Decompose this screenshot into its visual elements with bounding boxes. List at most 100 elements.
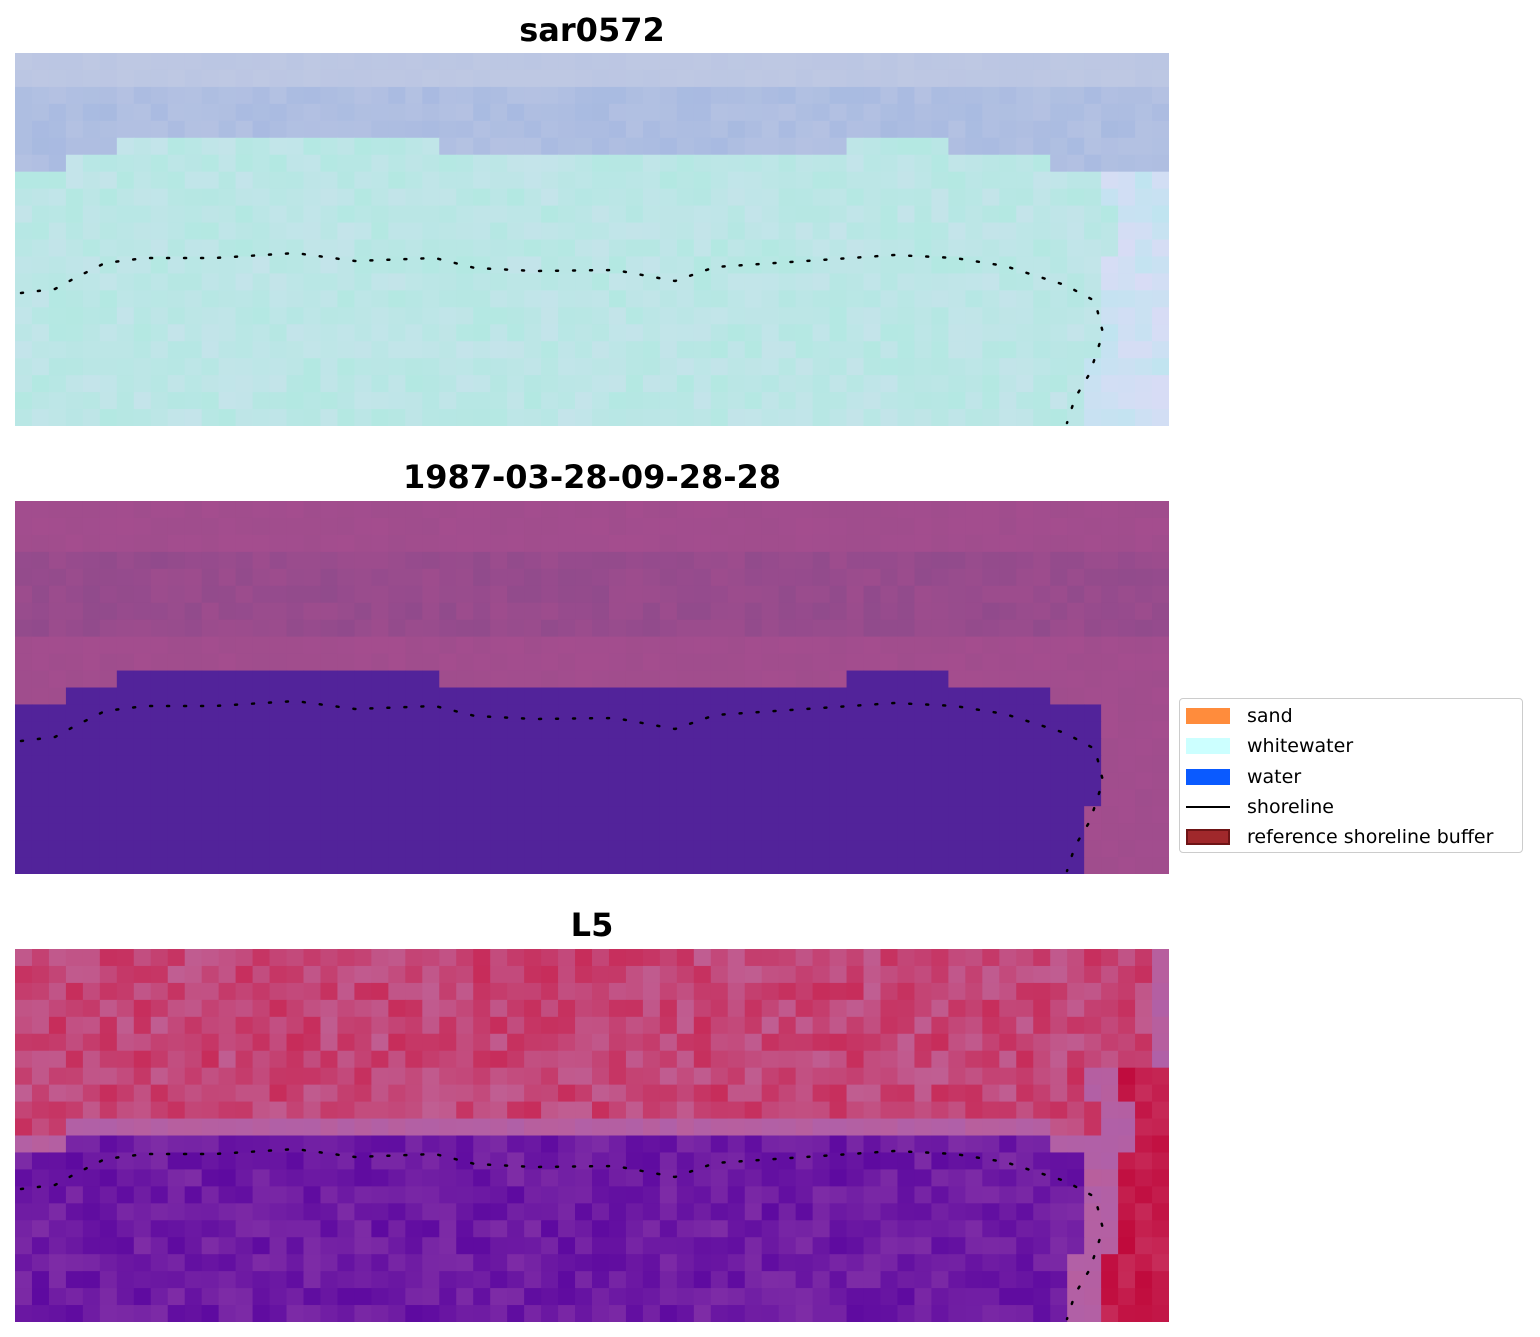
- pixel-cell: [592, 721, 610, 739]
- pixel-cell: [150, 1271, 169, 1289]
- pixel-cell: [863, 341, 882, 359]
- pixel-cell: [558, 1237, 576, 1255]
- pixel-cell: [558, 409, 576, 426]
- pixel-cell: [778, 585, 797, 604]
- pixel-cell: [829, 273, 848, 291]
- pixel-cell: [642, 358, 661, 376]
- pixel-cell: [490, 1118, 508, 1137]
- pixel-cell: [778, 949, 797, 967]
- pixel-cell: [150, 857, 169, 874]
- pixel-cell: [116, 670, 135, 689]
- pixel-cell: [235, 1118, 254, 1137]
- pixel-cell: [744, 568, 763, 587]
- pixel-cell: [558, 239, 576, 258]
- pixel-cell: [863, 375, 882, 393]
- pixel-cell: [422, 1288, 440, 1306]
- pixel-cell: [473, 1220, 491, 1238]
- pixel-cell: [48, 534, 67, 553]
- pixel-cell: [558, 949, 576, 967]
- pixel-cell: [676, 1220, 695, 1238]
- pixel-cell: [422, 53, 440, 71]
- pixel-cell: [829, 1237, 848, 1255]
- pixel-cell: [625, 687, 644, 706]
- pixel-cell: [456, 1135, 474, 1154]
- pixel-cell: [999, 103, 1017, 122]
- pixel-cell: [218, 1033, 237, 1052]
- pixel-cell: [727, 392, 746, 410]
- pixel-cell: [507, 239, 525, 258]
- pixel-cell: [82, 949, 101, 967]
- pixel-cell: [829, 256, 848, 274]
- pixel-cell: [82, 602, 101, 621]
- pixel-cell: [625, 1220, 644, 1238]
- pixel-cell: [354, 1220, 372, 1238]
- pixel-cell: [201, 1152, 220, 1170]
- pixel-cell: [863, 517, 882, 536]
- pixel-cell: [201, 517, 220, 536]
- pixel-cell: [829, 949, 848, 967]
- pixel-cell: [642, 585, 661, 604]
- pixel-cell: [676, 1033, 695, 1052]
- pixel-cell: [354, 755, 372, 773]
- pixel-cell: [863, 120, 882, 139]
- pixel-cell: [659, 653, 678, 672]
- pixel-cell: [863, 1169, 882, 1187]
- pixel-cell: [693, 1220, 712, 1238]
- pixel-cell: [727, 239, 746, 258]
- pixel-cell: [354, 1169, 372, 1187]
- pixel-cell: [1016, 222, 1034, 241]
- pixel-cell: [65, 1254, 84, 1272]
- pixel-cell: [592, 704, 610, 722]
- pixel-cell: [1152, 823, 1169, 841]
- pixel-cell: [473, 721, 491, 739]
- pixel-cell: [999, 1016, 1017, 1035]
- pixel-cell: [388, 999, 406, 1018]
- pixel-cell: [982, 1135, 1000, 1154]
- pixel-cell: [337, 517, 356, 536]
- pixel-cell: [167, 290, 186, 308]
- pixel-cell: [1101, 1067, 1119, 1086]
- pixel-cell: [235, 1271, 254, 1289]
- pixel-cell: [897, 755, 916, 773]
- pixel-cell: [982, 154, 1000, 173]
- pixel-cell: [133, 789, 152, 807]
- pixel-cell: [795, 806, 814, 824]
- pixel-cell: [778, 205, 797, 224]
- pixel-cell: [880, 120, 899, 139]
- pixel-cell: [558, 687, 576, 706]
- pixel-cell: [1152, 585, 1169, 604]
- pixel-cell: [473, 103, 491, 122]
- pixel-cell: [1067, 704, 1085, 722]
- pixel-cell: [558, 738, 576, 756]
- pixel-cell: [558, 1271, 576, 1289]
- pixel-cell: [184, 341, 203, 359]
- pixel-cell: [337, 1016, 356, 1035]
- pixel-cell: [252, 1169, 271, 1187]
- pixel-cell: [541, 1084, 559, 1103]
- pixel-cell: [948, 137, 966, 156]
- pixel-cell: [1033, 409, 1051, 426]
- pixel-cell: [999, 409, 1017, 426]
- pixel-cell: [15, 653, 33, 672]
- pixel-cell: [880, 687, 899, 706]
- pixel-cell: [252, 103, 271, 122]
- pixel-cell: [693, 1118, 712, 1137]
- pixel-cell: [575, 409, 593, 426]
- pixel-cell: [1135, 755, 1153, 773]
- pixel-cell: [948, 602, 966, 621]
- pixel-cell: [710, 1220, 729, 1238]
- pixel-cell: [676, 1135, 695, 1154]
- pixel-cell: [541, 1237, 559, 1255]
- pixel-cell: [575, 982, 593, 1001]
- pixel-cell: [558, 602, 576, 621]
- pixel-cell: [592, 256, 610, 274]
- pixel-cell: [473, 755, 491, 773]
- pixel-cell: [642, 256, 661, 274]
- pixel-cell: [693, 188, 712, 207]
- pixel-cell: [201, 137, 220, 156]
- pixel-cell: [592, 341, 610, 359]
- pixel-cell: [422, 1186, 440, 1204]
- pixel-cell: [354, 1101, 372, 1120]
- pixel-cell: [676, 1237, 695, 1255]
- pixel-cell: [473, 534, 491, 553]
